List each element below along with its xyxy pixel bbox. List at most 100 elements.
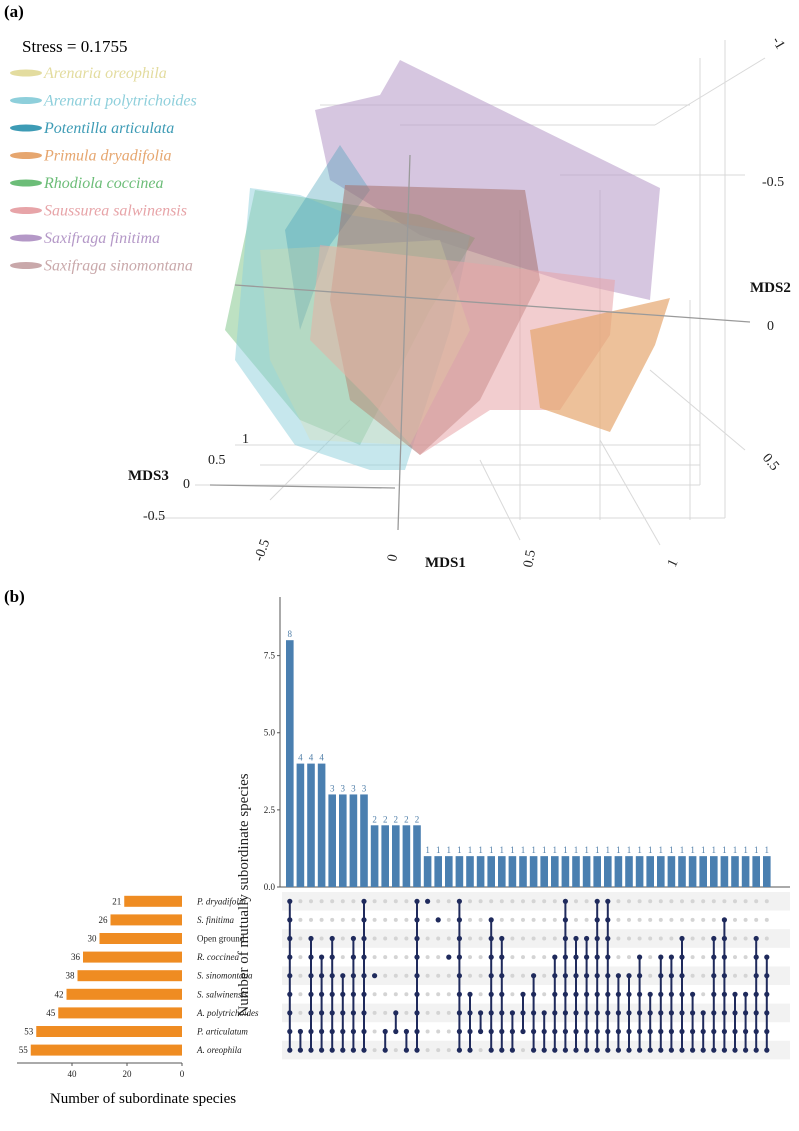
matrix-dot-filled: [637, 954, 643, 960]
intersection-count-label: 1: [510, 845, 515, 855]
matrix-dot-empty: [574, 899, 578, 904]
matrix-dot-empty: [425, 1010, 430, 1015]
matrix-dot-filled: [562, 1028, 569, 1035]
matrix-dot-filled: [658, 1028, 664, 1035]
intersection-count-label: 1: [754, 845, 759, 855]
matrix-dot-empty: [711, 917, 716, 922]
matrix-dot-empty: [383, 899, 388, 904]
matrix-dot-filled: [509, 1010, 515, 1016]
species-legend: Arenaria oreophila Arenaria polytrichoide…: [10, 65, 197, 275]
matrix-dot-filled: [764, 1010, 770, 1016]
matrix-dot-filled: [626, 1047, 632, 1053]
matrix-dot-empty: [627, 899, 631, 904]
intersection-bar: [455, 856, 464, 887]
hull-arenaria-oreophila: [260, 240, 470, 445]
intersection-count-label: 2: [394, 814, 399, 824]
legend-label: Saussurea salwinensis: [44, 203, 187, 220]
matrix-dot-empty: [393, 955, 398, 960]
matrix-dot-filled: [350, 954, 356, 960]
set-name-label: S. salwinensis: [197, 989, 248, 999]
matrix-dot-filled: [403, 1047, 409, 1053]
intersection-bar: [286, 640, 294, 887]
intersection-bar: [540, 856, 548, 887]
matrix-dot-filled: [552, 973, 558, 979]
matrix-dot-filled: [319, 1010, 325, 1016]
matrix-dot-empty: [616, 917, 621, 922]
matrix-dot-empty: [425, 1048, 430, 1053]
intersection-bar: [604, 856, 612, 887]
matrix-dot-filled: [499, 1010, 505, 1016]
matrix-dot-filled: [615, 973, 622, 979]
matrix-dot-filled: [467, 1028, 473, 1035]
matrix-dot-filled: [668, 954, 675, 960]
matrix-dot-filled: [753, 954, 759, 960]
set-size-value: 38: [66, 971, 76, 981]
matrix-dot-filled: [753, 935, 759, 942]
matrix-dot-filled: [361, 991, 367, 997]
matrix-dot-empty: [425, 917, 430, 922]
matrix-dot-filled: [308, 973, 314, 979]
intersection-bar: [763, 856, 771, 887]
set-size-bar: [58, 1007, 182, 1019]
matrix-dot-filled: [594, 1010, 600, 1016]
matrix-dot-filled: [594, 1047, 600, 1053]
matrix-dot-filled: [637, 1028, 643, 1035]
intersection-count-label: 3: [341, 783, 346, 793]
set-size-value: 53: [24, 1027, 34, 1037]
matrix-dot-filled: [372, 973, 378, 979]
matrix-dot-empty: [383, 973, 388, 978]
legend-label: Saxifraga finitima: [44, 230, 160, 247]
matrix-dot-filled: [562, 898, 569, 904]
matrix-dot-empty: [478, 936, 483, 941]
matrix-dot-filled: [658, 973, 664, 979]
matrix-dot-empty: [425, 936, 430, 941]
matrix-dot-empty: [701, 955, 706, 960]
matrix-dot-filled: [308, 991, 314, 997]
intersection-bar: [402, 825, 411, 887]
matrix-dot-filled: [732, 991, 738, 997]
matrix-dot-empty: [468, 899, 472, 904]
matrix-dot-empty: [436, 955, 441, 960]
intersection-bar: [593, 856, 601, 887]
matrix-dot-empty: [436, 1010, 441, 1015]
intersection-count-label: 3: [330, 783, 335, 793]
intersection-count-label: 1: [712, 845, 717, 855]
set-name-label: R. coccinea: [196, 952, 239, 962]
matrix-dot-filled: [732, 1047, 738, 1053]
matrix-dot-filled: [562, 1047, 569, 1053]
set-name-label: S. sinomontana: [197, 971, 253, 981]
matrix-dot-filled: [467, 991, 473, 997]
matrix-dot-filled: [520, 1028, 526, 1035]
matrix-dot-filled: [732, 1028, 738, 1035]
intersection-count-label: 2: [415, 814, 420, 824]
intersection-bar: [317, 763, 326, 887]
matrix-dot-empty: [733, 936, 737, 941]
matrix-dot-filled: [626, 1010, 632, 1016]
intersection-count-label: 1: [637, 845, 642, 855]
matrix-dot-filled: [584, 1010, 590, 1016]
matrix-dot-filled: [414, 991, 420, 997]
matrix-dot-filled: [456, 935, 462, 942]
matrix-dot-filled: [509, 1047, 515, 1053]
intersection-count-label: 3: [362, 783, 367, 793]
matrix-dot-filled: [753, 991, 759, 997]
matrix-dot-empty: [393, 936, 398, 941]
matrix-dot-empty: [499, 899, 504, 904]
matrix-dot-empty: [298, 992, 303, 997]
matrix-dot-filled: [456, 1047, 462, 1053]
matrix-dot-filled: [488, 973, 494, 979]
intersection-bar: [360, 794, 368, 887]
matrix-dot-filled: [414, 917, 420, 923]
matrix-dot-empty: [637, 917, 642, 922]
matrix-dot-filled: [329, 954, 335, 960]
set-size-value: 30: [88, 934, 98, 944]
matrix-dot-filled: [350, 1047, 356, 1053]
matrix-dot-empty: [637, 936, 642, 941]
matrix-dot-empty: [436, 992, 441, 997]
matrix-dot-empty: [340, 955, 345, 960]
matrix-dot-empty: [637, 899, 642, 904]
matrix-dot-filled: [414, 1047, 420, 1053]
matrix-dot-filled: [382, 1028, 388, 1035]
matrix-dot-filled: [319, 1047, 325, 1053]
matrix-dot-filled: [668, 991, 675, 997]
